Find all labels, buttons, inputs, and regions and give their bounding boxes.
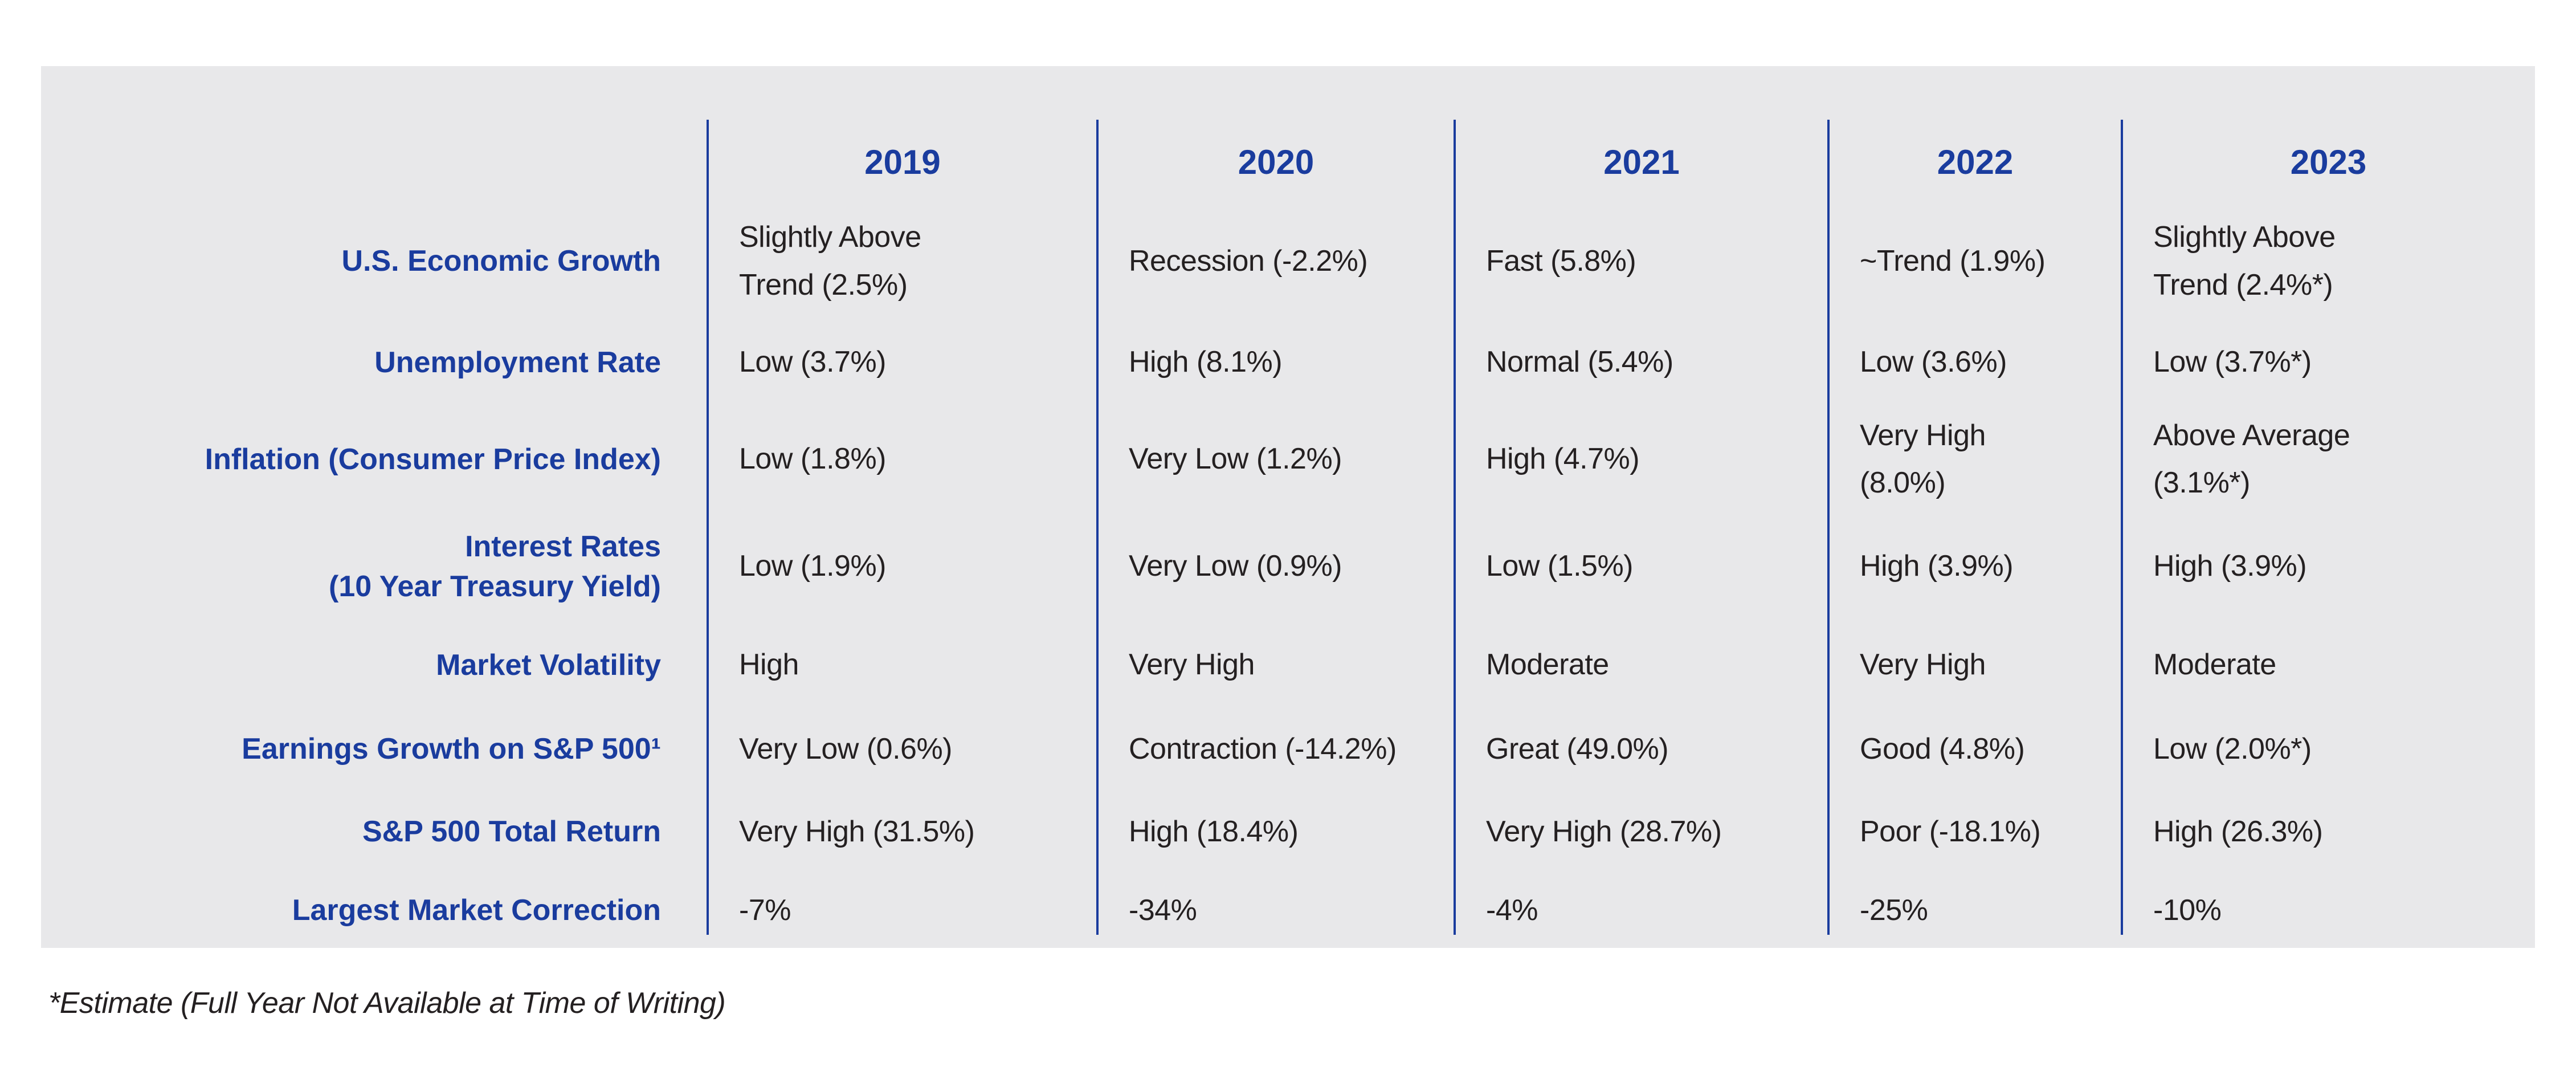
cell-unemployment-rate-2019: Low (3.7%) <box>739 345 887 379</box>
cell-largest-market-correction-2022: -25% <box>1860 893 1928 927</box>
cell-inflation-2023: Above Average (3.1%*) <box>2153 418 2350 499</box>
column-separator <box>2121 120 2123 935</box>
cell-inflation-2019: Low (1.8%) <box>739 442 887 476</box>
cell-us-economic-growth-2022: ~Trend (1.9%) <box>1860 244 2046 278</box>
cell-unemployment-rate-2021: Normal (5.4%) <box>1486 345 1673 379</box>
table-panel: 2019 2020 2021 2022 2023 U.S. Economic G… <box>41 66 2535 948</box>
cell-unemployment-rate-2022: Low (3.6%) <box>1860 345 2007 379</box>
cell-unemployment-rate-2020: High (8.1%) <box>1129 345 1283 379</box>
cell-interest-rates-2022: High (3.9%) <box>1860 549 2014 583</box>
column-separator <box>707 120 709 935</box>
column-separator <box>1827 120 1830 935</box>
cell-sp500-total-return-2020: High (18.4%) <box>1129 815 1299 848</box>
corner-cell <box>41 66 708 206</box>
row-label-market-volatility: Market Volatility <box>436 648 661 682</box>
row-label-unemployment-rate: Unemployment Rate <box>374 345 661 379</box>
row-label-earnings-growth: Earnings Growth on S&P 500¹ <box>242 732 661 766</box>
cell-interest-rates-2019: Low (1.9%) <box>739 549 887 583</box>
cell-largest-market-correction-2019: -7% <box>739 893 791 927</box>
cell-us-economic-growth-2023: Slightly Above Trend (2.4%*) <box>2153 221 2336 302</box>
year-header-2021: 2021 <box>1603 143 1680 181</box>
cell-interest-rates-2023: High (3.9%) <box>2153 549 2307 583</box>
cell-market-volatility-2020: Very High <box>1129 648 1255 682</box>
cell-earnings-growth-2019: Very Low (0.6%) <box>739 732 953 766</box>
cell-sp500-total-return-2022: Poor (-18.1%) <box>1860 815 2041 848</box>
cell-largest-market-correction-2020: -34% <box>1129 893 1197 927</box>
row-label-inflation: Inflation (Consumer Price Index) <box>205 442 661 476</box>
cell-earnings-growth-2021: Great (49.0%) <box>1486 732 1669 766</box>
cell-earnings-growth-2020: Contraction (-14.2%) <box>1129 732 1397 766</box>
economic-indicators-table: 2019 2020 2021 2022 2023 U.S. Economic G… <box>41 66 2535 948</box>
year-header-2022: 2022 <box>1937 143 2014 181</box>
cell-unemployment-rate-2023: Low (3.7%*) <box>2153 345 2312 379</box>
cell-us-economic-growth-2020: Recession (-2.2%) <box>1129 244 1368 278</box>
year-header-2019: 2019 <box>864 143 941 181</box>
cell-interest-rates-2021: Low (1.5%) <box>1486 549 1634 583</box>
cell-largest-market-correction-2023: -10% <box>2153 893 2222 927</box>
row-label-interest-rates: Interest Rates (10 Year Treasury Yield) <box>329 530 661 603</box>
cell-sp500-total-return-2019: Very High (31.5%) <box>739 815 975 848</box>
cell-market-volatility-2019: High <box>739 648 799 682</box>
cell-market-volatility-2022: Very High <box>1860 648 1986 682</box>
cell-earnings-growth-2022: Good (4.8%) <box>1860 732 2025 766</box>
column-separator <box>1454 120 1456 935</box>
cell-sp500-total-return-2021: Very High (28.7%) <box>1486 815 1722 848</box>
cell-us-economic-growth-2021: Fast (5.8%) <box>1486 244 1636 278</box>
cell-interest-rates-2020: Very Low (0.9%) <box>1129 549 1342 583</box>
cell-market-volatility-2023: Moderate <box>2153 648 2276 682</box>
cell-largest-market-correction-2021: -4% <box>1486 893 1538 927</box>
year-header-2023: 2023 <box>2290 143 2367 181</box>
cell-inflation-2021: High (4.7%) <box>1486 442 1640 476</box>
cell-inflation-2020: Very Low (1.2%) <box>1129 442 1342 476</box>
row-label-sp500-total-return: S&P 500 Total Return <box>362 815 661 849</box>
cell-inflation-2022: Very High (8.0%) <box>1860 418 1986 499</box>
column-separator <box>1096 120 1099 935</box>
cell-sp500-total-return-2023: High (26.3%) <box>2153 815 2323 848</box>
footnote: *Estimate (Full Year Not Available at Ti… <box>48 987 726 1020</box>
cell-us-economic-growth-2019: Slightly Above Trend (2.5%) <box>739 221 921 302</box>
row-label-largest-market-correction: Largest Market Correction <box>292 894 661 927</box>
cell-earnings-growth-2023: Low (2.0%*) <box>2153 732 2312 766</box>
row-label-us-economic-growth: U.S. Economic Growth <box>341 245 662 278</box>
year-header-2020: 2020 <box>1238 143 1314 181</box>
cell-market-volatility-2021: Moderate <box>1486 648 1609 682</box>
